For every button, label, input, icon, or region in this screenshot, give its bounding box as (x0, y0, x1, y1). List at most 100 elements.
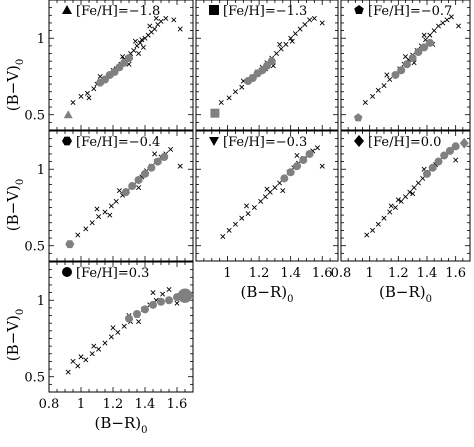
data-point (91, 343, 97, 349)
data-point (132, 38, 138, 44)
data-point (158, 18, 164, 24)
data-point (292, 31, 298, 37)
data-point (131, 47, 137, 53)
data-point (89, 351, 95, 357)
panel-fe-h-00: 0.8 1 1.2 1.4 1.6 (B−R)0 [Fe/H]=0.0 (331, 130, 471, 305)
data-point (102, 209, 108, 215)
data-point (140, 44, 146, 50)
panel-fe-h-m03: 1 1.2 1.4 1.6 (B−R)0 [Fe/H]=−0.3 (195, 130, 339, 305)
data-point (407, 189, 413, 195)
y-axis-label-subscript: 0 (15, 179, 26, 185)
data-point (420, 43, 429, 52)
data-point (398, 198, 404, 204)
data-point (305, 149, 314, 158)
x-axis-label-text: (B−R) (379, 283, 426, 301)
x-axis-label: (B−R)0 (95, 414, 148, 436)
series-circle (121, 153, 169, 197)
data-point (294, 152, 300, 158)
data-point (75, 363, 81, 369)
legend-triangle-up-icon (62, 5, 72, 14)
panel-fe-h-m13: [Fe/H]=−1.3 (195, 0, 339, 131)
scatter-panels: 0.5 1 [Fe/H]=−1.8 [Fe/H]=−1.3 [Fe/H]=−0.7 0.5… (24, 0, 471, 436)
data-point (78, 93, 84, 99)
data-point (415, 180, 421, 186)
x-tick-label: 1.2 (388, 266, 409, 281)
x-tick-label: 1.2 (249, 266, 270, 281)
data-point (70, 99, 76, 105)
svg-text:(B−V)0: (B−V)0 (4, 59, 26, 112)
data-point (160, 291, 166, 297)
data-point (163, 15, 169, 21)
data-point (150, 290, 156, 296)
panel-title: [Fe/H]=−0.7 (368, 4, 452, 19)
data-point (147, 163, 156, 172)
data-point (125, 314, 133, 323)
data-point (239, 215, 245, 221)
data-point (375, 87, 381, 93)
y-tick-label: 0.5 (24, 109, 45, 124)
data-point (421, 32, 427, 38)
data-point (280, 174, 289, 183)
x-tick-label: 1.4 (280, 266, 301, 281)
series-x (220, 145, 325, 240)
x-tick-label: 1.2 (103, 397, 124, 412)
x-tick-label: 1.6 (167, 397, 188, 412)
data-point (258, 198, 264, 204)
x-axis-label-text: (B−R) (241, 283, 288, 301)
data-point (411, 185, 417, 191)
data-point (434, 157, 443, 166)
panel-fe-h-03: 0.5 1 0.8 1 1.2 1.4 1.6 (B−R)0 [Fe/H]=0.3 (24, 261, 194, 436)
panel-title: [Fe/H]=−1.3 (223, 4, 307, 19)
legend-square-icon (209, 5, 219, 15)
y-axis-label-text: (B−V) (4, 185, 22, 231)
data-point (65, 369, 71, 375)
panel-title: [Fe/H]=−0.4 (76, 135, 160, 150)
data-point (110, 325, 116, 331)
data-point (83, 226, 89, 232)
data-point (444, 17, 450, 23)
data-point (381, 83, 387, 89)
panel-title: [Fe/H]=−1.8 (76, 4, 160, 19)
data-point (273, 51, 279, 57)
data-point (370, 93, 376, 99)
x-axis-label: (B−R)0 (379, 283, 432, 305)
data-point (134, 175, 143, 184)
data-point (311, 15, 317, 21)
data-point (141, 169, 149, 178)
series-x (362, 14, 462, 105)
data-point (152, 151, 158, 157)
series-circle-large (177, 288, 193, 303)
data-point (128, 182, 137, 191)
panel-title: [Fe/H]=−0.3 (223, 135, 307, 150)
data-point (410, 191, 416, 197)
series-hexagon (65, 240, 75, 249)
data-point (89, 220, 95, 226)
data-point (245, 211, 251, 217)
data-point (420, 175, 426, 181)
legend-diamond-icon (354, 135, 364, 147)
data-point (86, 95, 92, 101)
data-point (141, 305, 149, 314)
data-point (78, 354, 84, 360)
data-point (395, 197, 401, 203)
data-point (408, 54, 417, 63)
data-point (391, 70, 400, 79)
data-point (445, 146, 454, 155)
data-point (299, 156, 308, 165)
data-point (177, 288, 193, 303)
series-circle (391, 38, 434, 79)
data-point (414, 48, 423, 56)
panel-frame (48, 261, 194, 393)
data-point (165, 296, 173, 305)
data-point (226, 227, 232, 233)
x-tick-label: 0.8 (39, 397, 60, 412)
data-point (147, 23, 153, 29)
data-point (251, 204, 257, 210)
x-tick-label: 1 (223, 266, 231, 281)
data-point (63, 110, 73, 119)
svg-text:(B−V)0: (B−V)0 (4, 179, 26, 232)
data-point (160, 153, 169, 161)
data-point (70, 358, 76, 364)
data-point (272, 185, 278, 191)
data-point (121, 323, 127, 329)
